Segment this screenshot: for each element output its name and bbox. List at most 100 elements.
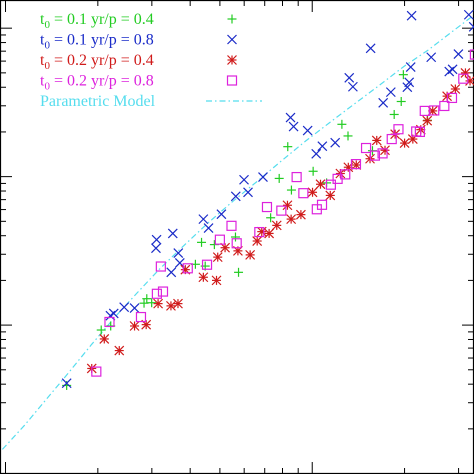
- data-point: [406, 10, 417, 21]
- data-point: [216, 209, 227, 220]
- data-point: [311, 148, 322, 159]
- data-point: [316, 199, 328, 210]
- data-point: [439, 100, 450, 112]
- data-point: [119, 302, 130, 313]
- data-point: [458, 73, 469, 84]
- data-point: [231, 238, 242, 249]
- data-point: [365, 43, 376, 54]
- data-point: [167, 228, 178, 239]
- data-point: [226, 220, 237, 231]
- data-point: [343, 131, 353, 141]
- data-point: [288, 121, 299, 132]
- data-point: [344, 72, 355, 83]
- data-point: [212, 252, 223, 263]
- data-point: [198, 214, 209, 225]
- data-point: [286, 185, 296, 195]
- data-point: [291, 171, 302, 183]
- data-point: [261, 201, 273, 213]
- data-point: [369, 150, 381, 161]
- data-point: [166, 267, 177, 278]
- data-point: [151, 234, 162, 245]
- legend: t0 = 0.1 yr/p = 0.4t0 = 0.1 yr/p = 0.8t0…: [40, 11, 262, 110]
- data-point: [463, 9, 474, 20]
- data-point: [230, 232, 240, 242]
- data-point: [426, 52, 437, 63]
- model-layer: [1, 16, 472, 450]
- data-point: [155, 261, 166, 272]
- data-point: [211, 275, 222, 286]
- data-point: [234, 267, 244, 277]
- data-point: [157, 286, 169, 297]
- data-point: [404, 77, 415, 88]
- data-point: [129, 303, 140, 314]
- data-point: [453, 49, 464, 60]
- legend-label-3: t0 = 0.2 yr/p = 0.4: [40, 52, 154, 72]
- legend-marker-4: [226, 75, 238, 86]
- data-point: [182, 263, 193, 274]
- data-point: [271, 220, 282, 231]
- data-point: [239, 174, 249, 185]
- points-layer: [61, 9, 474, 390]
- data-point: [91, 366, 102, 377]
- data-point: [385, 87, 396, 98]
- data-point: [142, 294, 152, 304]
- data-point: [197, 237, 207, 247]
- data-point: [298, 188, 309, 199]
- data-point: [214, 234, 225, 245]
- data-point: [230, 191, 241, 202]
- legend-label-model: Parametric Model: [40, 93, 156, 110]
- data-point: [446, 92, 458, 104]
- data-point: [173, 248, 184, 259]
- data-point: [166, 300, 176, 311]
- series-2: [61, 9, 474, 389]
- data-point: [315, 179, 326, 190]
- data-point: [393, 124, 404, 135]
- data-point: [264, 228, 275, 239]
- data-point: [295, 209, 306, 220]
- data-point: [317, 141, 328, 152]
- data-point: [147, 298, 157, 308]
- data-point: [340, 169, 351, 180]
- data-point: [380, 145, 390, 156]
- series-3: [86, 67, 474, 374]
- data-point: [429, 105, 440, 116]
- data-point: [414, 126, 425, 138]
- data-point: [266, 213, 276, 223]
- data-point: [377, 148, 388, 159]
- data-point: [198, 272, 209, 283]
- data-point: [252, 236, 263, 246]
- parametric-model-line: [1, 16, 472, 450]
- data-point: [325, 179, 336, 190]
- data-point: [386, 133, 397, 145]
- data-point: [135, 311, 147, 323]
- data-point: [351, 160, 362, 170]
- data-point: [460, 67, 471, 78]
- data-point: [399, 138, 410, 149]
- data-point: [337, 119, 347, 129]
- data-point: [104, 316, 115, 328]
- data-point: [283, 142, 293, 152]
- data-point: [256, 226, 267, 237]
- data-point: [173, 298, 183, 309]
- legend-label-2: t0 = 0.1 yr/p = 0.8: [40, 32, 154, 52]
- data-point: [243, 187, 253, 198]
- data-point: [282, 200, 293, 211]
- data-point: [447, 64, 458, 75]
- data-point: [378, 97, 389, 108]
- data-point: [422, 115, 433, 126]
- data-point: [469, 49, 474, 60]
- data-point: [405, 62, 416, 72]
- data-point: [99, 334, 110, 344]
- data-point: [450, 84, 461, 94]
- legend-marker-2: [227, 34, 237, 45]
- data-point: [325, 190, 336, 201]
- data-point: [108, 308, 119, 319]
- legend-label-1: t0 = 0.1 yr/p = 0.4: [40, 11, 154, 31]
- data-point: [465, 76, 474, 86]
- data-point: [129, 321, 140, 331]
- data-point: [419, 105, 430, 116]
- data-point: [302, 125, 313, 136]
- series-4: [91, 49, 474, 377]
